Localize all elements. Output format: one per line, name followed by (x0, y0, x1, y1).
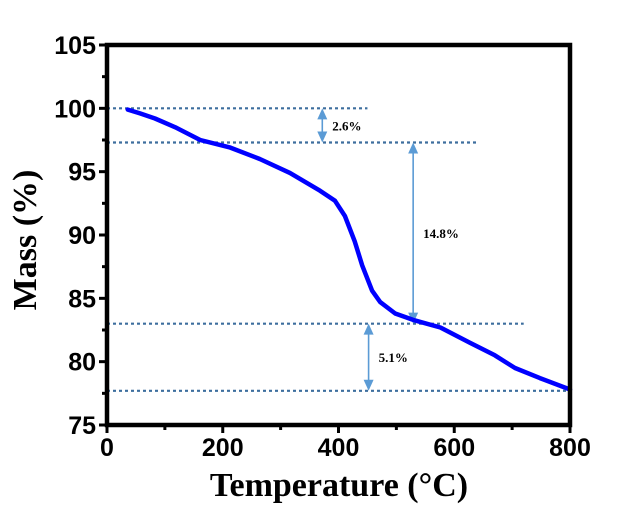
annotations: 2.6% 14.8% 5.1% (317, 108, 459, 391)
y-tick-label: 90 (68, 222, 96, 250)
x-tick-label: 200 (202, 434, 244, 462)
y-tick-label: 85 (68, 285, 96, 313)
annotation-1: 14.8% (408, 142, 459, 324)
series-line-tga (125, 107, 573, 392)
x-tick-label: 0 (100, 434, 114, 462)
y-tick-label: 105 (54, 32, 96, 60)
y-tick-label: 100 (54, 95, 96, 123)
annotation-0: 2.6% (317, 108, 362, 143)
annotation-arrowhead-top (363, 323, 374, 335)
plot-frame (104, 42, 573, 428)
x-tick-label: 400 (318, 434, 360, 462)
y-tick-label: 75 (68, 412, 96, 440)
annotation-label: 2.6% (332, 118, 361, 133)
annotation-arrowhead-bottom (317, 131, 328, 143)
reference-lines (107, 107, 570, 392)
plot-area-border (104, 42, 573, 428)
y-axis-title: Mass (%) (7, 170, 44, 311)
x-axis-title: Temperature (°C) (210, 467, 468, 504)
annotation-arrowhead-top (317, 108, 328, 120)
ticks (99, 43, 572, 433)
annotation-label: 5.1% (379, 350, 408, 365)
annotation-arrowhead-top (408, 142, 419, 154)
y-tick-label: 80 (68, 349, 96, 377)
y-tick-label: 95 (68, 159, 96, 187)
annotation-2: 5.1% (363, 323, 408, 391)
x-tick-label: 600 (433, 434, 475, 462)
series (125, 107, 573, 392)
tick-labels: 0 200 400 600 800 75 80 85 90 95 100 105 (54, 32, 591, 462)
annotation-arrowhead-bottom (363, 379, 374, 391)
annotation-label: 14.8% (423, 226, 459, 241)
x-tick-label: 800 (549, 434, 591, 462)
